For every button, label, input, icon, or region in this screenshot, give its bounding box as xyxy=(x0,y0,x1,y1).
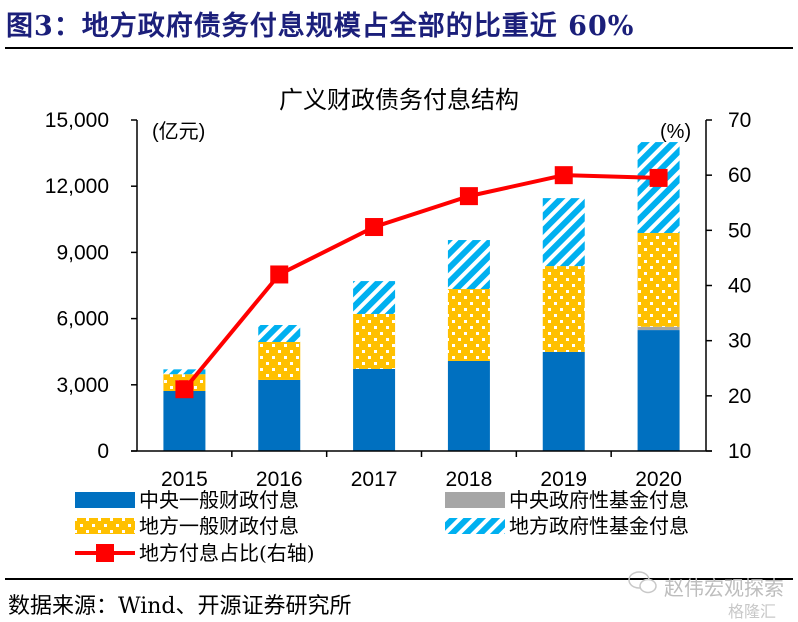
watermark-text: 赵伟宏观探索 xyxy=(664,576,784,600)
legend-item-1: 中央政府性基金付息 xyxy=(445,488,689,512)
legend-label: 地方付息占比(右轴) xyxy=(139,541,315,565)
x-tick-label: 2020 xyxy=(635,468,682,491)
bar-2015-series-0 xyxy=(163,390,206,451)
bar-2016-series-0 xyxy=(258,379,301,451)
source-note: 数据来源：Wind、开源证券研究所 xyxy=(8,594,352,619)
wechat-icon xyxy=(628,571,657,594)
watermark-logo-text: 格隆汇 xyxy=(728,602,777,621)
bar-2018-series-2 xyxy=(447,289,490,361)
legend-swatch xyxy=(445,518,505,534)
left-tick-label: 0 xyxy=(97,440,109,463)
x-tick-label: 2019 xyxy=(540,468,587,491)
bar-2020-series-0 xyxy=(637,330,680,451)
bar-2020-series-2 xyxy=(637,232,680,327)
right-axis-unit: (%) xyxy=(660,121,691,143)
line-point-2015 xyxy=(175,380,194,399)
line-layer xyxy=(175,166,668,399)
legend-item-2: 地方一般财政付息 xyxy=(75,514,299,538)
legend-swatch xyxy=(75,518,135,534)
legend-swatch xyxy=(445,492,505,508)
bar-2018-series-0 xyxy=(447,360,490,451)
x-tick-label: 2017 xyxy=(351,468,398,491)
right-tick-label: 40 xyxy=(728,275,751,298)
left-tick-label: 15,000 xyxy=(45,109,109,132)
line-point-2018 xyxy=(459,187,478,206)
legend-item-4: 地方付息占比(右轴) xyxy=(75,541,315,565)
bars-layer xyxy=(163,142,680,451)
right-tick-label: 70 xyxy=(728,109,751,132)
bottom-rule xyxy=(5,578,793,580)
bar-2018-series-3 xyxy=(447,240,490,290)
bar-2019-series-3 xyxy=(542,198,585,267)
x-tick-label: 2018 xyxy=(446,468,493,491)
legend-label: 中央一般财政付息 xyxy=(139,488,299,512)
right-tick-label: 60 xyxy=(728,164,751,187)
bar-2020-series-1 xyxy=(637,326,680,331)
legend-item-3: 地方政府性基金付息 xyxy=(445,514,689,538)
left-tick-label: 6,000 xyxy=(56,308,109,331)
bar-2017-series-3 xyxy=(353,281,396,314)
line-series xyxy=(182,173,659,391)
x-tick-label: 2016 xyxy=(256,468,303,491)
line-point-2020 xyxy=(649,168,668,187)
figure-title: 图3：地方政府债务付息规模占全部的比重近 60% xyxy=(6,11,635,42)
legend-item-0: 中央一般财政付息 xyxy=(75,488,299,512)
line-point-2019 xyxy=(554,166,573,185)
bar-2019-series-2 xyxy=(542,266,585,352)
right-tick-label: 10 xyxy=(728,440,751,463)
right-tick-label: 50 xyxy=(728,219,751,242)
line-point-2017 xyxy=(365,218,384,237)
bar-2016-series-3 xyxy=(258,324,301,342)
chart-title: 广义财政债务付息结构 xyxy=(279,86,519,114)
left-tick-label: 12,000 xyxy=(45,175,109,198)
bar-2017-series-2 xyxy=(353,313,396,369)
top-rule xyxy=(5,47,793,49)
axes-layer: 0 3,000 6,000 9,000 12,000 15,000 10 20 30 40 50 60… xyxy=(45,109,752,491)
bar-2017-series-0 xyxy=(353,368,396,451)
x-tick-label: 2015 xyxy=(161,468,208,491)
bar-2020-series-3 xyxy=(637,142,680,233)
line-point-2016 xyxy=(270,265,289,284)
legend-label: 中央政府性基金付息 xyxy=(509,488,689,512)
bar-2016-series-2 xyxy=(258,341,301,380)
legend-marker-swatch xyxy=(96,544,114,562)
right-tick-label: 30 xyxy=(728,330,751,353)
legend-label: 地方一般财政付息 xyxy=(139,514,299,538)
left-axis-unit: (亿元) xyxy=(152,120,205,143)
bar-2015-series-3 xyxy=(163,369,206,375)
legend-swatch xyxy=(75,492,135,508)
chart-area: 0 3,000 6,000 9,000 12,000 15,000 10 20 30 40 50 60… xyxy=(45,109,752,565)
legend-label: 地方政府性基金付息 xyxy=(509,514,689,538)
bar-2019-series-0 xyxy=(542,351,585,451)
left-tick-label: 9,000 xyxy=(56,241,109,264)
left-tick-label: 3,000 xyxy=(56,374,109,397)
right-tick-label: 20 xyxy=(728,385,751,408)
